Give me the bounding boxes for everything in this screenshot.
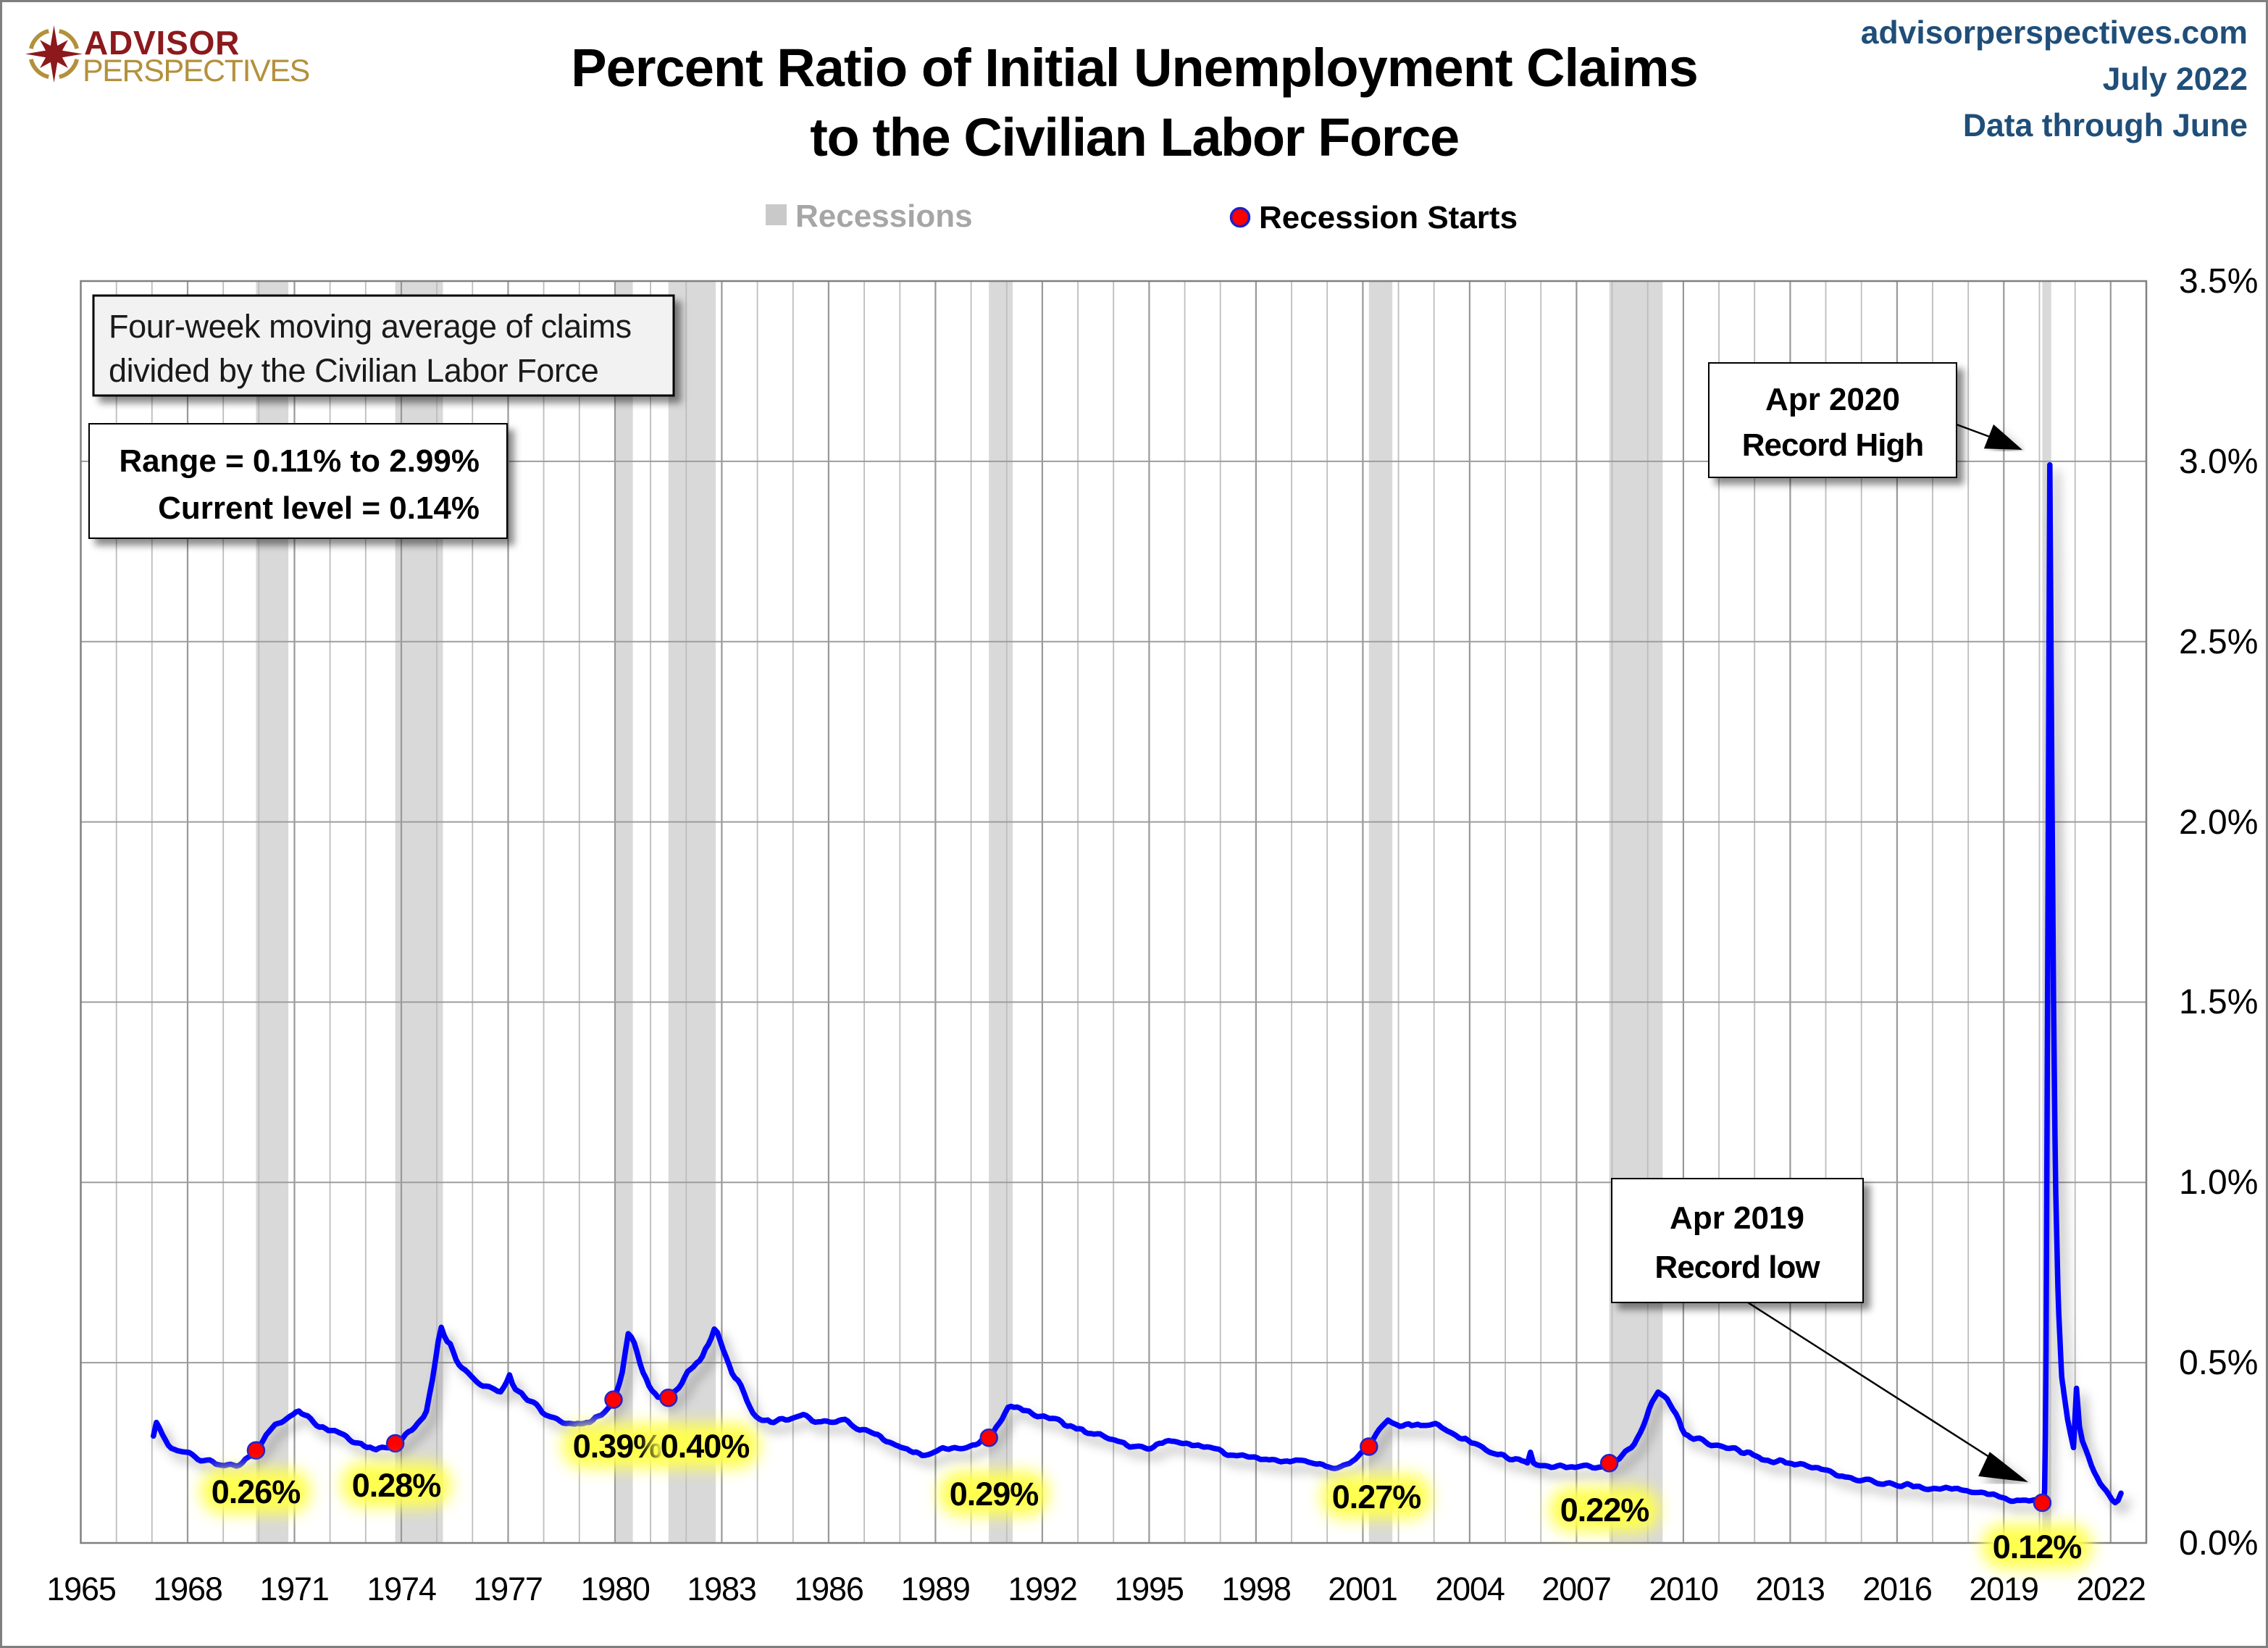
svg-text:2019: 2019 [1969,1570,2038,1607]
svg-text:2007: 2007 [1541,1570,1610,1607]
svg-text:July 2022: July 2022 [2103,62,2248,97]
svg-text:2004: 2004 [1435,1570,1504,1607]
svg-text:Apr 2020: Apr 2020 [1765,382,1900,417]
svg-text:Recession Starts: Recession Starts [1259,200,1518,235]
svg-text:Percent Ratio of Initial Unemp: Percent Ratio of Initial Unemployment Cl… [571,38,1698,98]
svg-text:2016: 2016 [1862,1570,1931,1607]
svg-text:divided by the Civilian Labor: divided by the Civilian Labor Force [109,352,598,389]
svg-text:Four-week moving average of cl: Four-week moving average of claims [109,308,632,345]
svg-text:1983: 1983 [687,1570,756,1607]
svg-text:Record High: Record High [1742,427,1924,463]
svg-text:0.5%: 0.5% [2179,1344,2258,1382]
svg-text:1.5%: 1.5% [2179,983,2258,1021]
svg-text:2.0%: 2.0% [2179,803,2258,842]
svg-text:2022: 2022 [2076,1570,2145,1607]
svg-text:0.29%: 0.29% [950,1476,1039,1513]
svg-text:3.5%: 3.5% [2179,262,2258,301]
svg-text:0.12%: 0.12% [1993,1528,2082,1565]
svg-text:1986: 1986 [794,1570,863,1607]
svg-text:3.0%: 3.0% [2179,443,2258,481]
svg-text:1998: 1998 [1221,1570,1290,1607]
svg-text:0.22%: 0.22% [1560,1492,1649,1528]
svg-text:1974: 1974 [367,1570,435,1607]
svg-text:2010: 2010 [1649,1570,1717,1607]
svg-text:1965: 1965 [46,1570,115,1607]
svg-text:Record low: Record low [1654,1250,1820,1285]
svg-text:1968: 1968 [153,1570,222,1607]
svg-text:0.39%: 0.39% [573,1428,662,1465]
svg-text:advisorperspectives.com: advisorperspectives.com [1861,15,2248,51]
svg-text:1995: 1995 [1114,1570,1183,1607]
svg-text:1980: 1980 [580,1570,649,1607]
svg-text:Recessions: Recessions [795,198,973,234]
svg-text:0.40%: 0.40% [661,1428,750,1465]
svg-text:0.0%: 0.0% [2179,1524,2258,1563]
svg-text:to the Civilian Labor Force: to the Civilian Labor Force [810,107,1459,167]
svg-text:2013: 2013 [1755,1570,1824,1607]
svg-text:1977: 1977 [473,1570,542,1607]
svg-text:1971: 1971 [259,1570,328,1607]
svg-text:1992: 1992 [1008,1570,1076,1607]
svg-text:0.27%: 0.27% [1332,1478,1421,1515]
svg-text:Current level = 0.14%: Current level = 0.14% [158,490,480,526]
svg-text:2.5%: 2.5% [2179,623,2258,661]
svg-text:0.28%: 0.28% [352,1467,441,1504]
svg-text:PERSPECTIVES: PERSPECTIVES [83,54,309,88]
svg-text:Apr 2019: Apr 2019 [1670,1200,1804,1236]
svg-text:Range = 0.11% to 2.99%: Range = 0.11% to 2.99% [119,443,480,479]
svg-text:2001: 2001 [1328,1570,1397,1607]
svg-text:Data through June: Data through June [1963,108,2248,143]
svg-text:0.26%: 0.26% [212,1473,301,1510]
svg-text:ADVISOR: ADVISOR [84,24,240,62]
svg-text:1989: 1989 [900,1570,969,1607]
svg-text:1.0%: 1.0% [2179,1163,2258,1202]
